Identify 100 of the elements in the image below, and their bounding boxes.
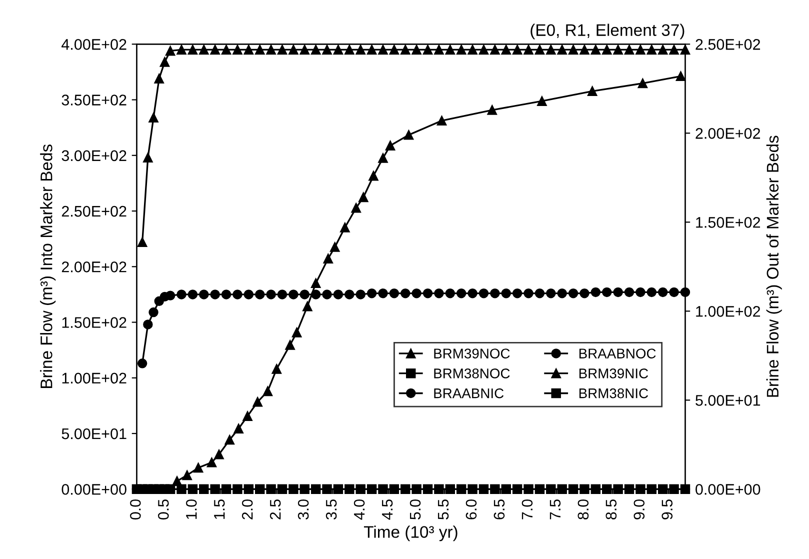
point <box>266 484 276 494</box>
point <box>193 462 204 473</box>
point <box>534 288 545 298</box>
point <box>165 484 176 494</box>
x-tick-label: 9.5 <box>662 499 673 520</box>
point <box>272 364 282 374</box>
point <box>534 484 545 494</box>
point <box>445 288 456 298</box>
point <box>412 288 422 298</box>
point <box>646 44 657 55</box>
point <box>590 287 601 298</box>
y2-tick-label: 5.00E+01 <box>696 395 760 406</box>
y-tick-label: 2.00E+02 <box>62 262 126 272</box>
point <box>404 130 414 140</box>
y2-tick-label: 1.50E+02 <box>696 217 760 228</box>
x-tick-label: 0.0 <box>130 499 141 520</box>
point <box>254 484 265 494</box>
point <box>676 71 686 82</box>
point <box>568 288 578 298</box>
point <box>434 288 444 298</box>
x-tick-label: 2.0 <box>242 499 253 520</box>
point <box>244 290 254 300</box>
x-tick-label: 0.5 <box>158 499 169 520</box>
point <box>524 44 534 55</box>
point <box>378 288 388 298</box>
point <box>646 287 657 298</box>
point <box>210 290 220 300</box>
point <box>356 44 366 55</box>
point <box>221 484 232 494</box>
x-tick-label: 1.5 <box>214 499 225 519</box>
point <box>232 484 242 494</box>
point <box>160 57 170 67</box>
point <box>252 397 262 407</box>
point <box>557 44 567 55</box>
point <box>310 290 321 300</box>
x-tick-label: 9.0 <box>634 499 645 520</box>
point <box>490 484 500 494</box>
legend-label: BRM38NOC <box>434 368 510 378</box>
x-tick-label: 6.0 <box>466 499 477 520</box>
legend-label: BRAABNIC <box>434 388 504 398</box>
x-tick-label: 5.5 <box>438 499 449 520</box>
point <box>534 44 545 55</box>
point <box>288 44 298 55</box>
point <box>378 44 388 55</box>
point <box>224 434 234 445</box>
point <box>501 484 511 494</box>
x-tick-label: 3.5 <box>326 499 337 520</box>
x-tick-label: 4.5 <box>382 499 393 520</box>
point <box>557 484 567 494</box>
point <box>154 74 164 84</box>
y2-tick-label: 1.00E+02 <box>696 306 760 317</box>
point <box>244 484 254 494</box>
point <box>638 78 648 88</box>
point <box>468 288 478 298</box>
point <box>512 288 522 298</box>
point <box>300 44 310 55</box>
point <box>378 153 388 163</box>
point <box>210 44 220 55</box>
point <box>478 44 489 55</box>
point <box>232 290 242 300</box>
point <box>344 44 354 55</box>
y-tick-label: 1.50E+02 <box>62 317 126 328</box>
point <box>378 484 388 494</box>
point <box>244 44 254 55</box>
x-tick-label: 2.5 <box>270 499 281 520</box>
x-tick-label: 4.0 <box>354 499 365 520</box>
point <box>590 44 601 55</box>
point <box>254 290 265 300</box>
point <box>366 288 377 298</box>
point <box>669 484 679 494</box>
point <box>524 288 534 298</box>
point <box>188 290 198 300</box>
point <box>137 358 148 368</box>
point <box>468 44 478 55</box>
point <box>512 44 522 55</box>
point <box>234 424 244 434</box>
point <box>557 288 567 298</box>
point <box>478 484 489 494</box>
legend-label: BRAABNOC <box>579 348 656 358</box>
point <box>400 484 410 494</box>
point <box>232 44 242 55</box>
y-tick-label: 3.50E+02 <box>62 94 126 106</box>
x-tick-label: 3.0 <box>298 499 309 520</box>
point <box>322 484 332 494</box>
point <box>602 44 612 55</box>
x-tick-label: 6.5 <box>494 499 505 520</box>
point <box>366 484 377 494</box>
x-tick-label: 1.0 <box>186 499 197 519</box>
point <box>310 44 321 55</box>
point <box>262 386 273 396</box>
point <box>580 44 590 55</box>
point <box>188 484 198 494</box>
point <box>546 44 556 55</box>
y-tick-label: 4.00E+02 <box>62 39 126 50</box>
point <box>636 287 646 298</box>
point <box>188 44 198 55</box>
point <box>468 484 478 494</box>
point <box>624 44 634 55</box>
y2-tick-label: 2.00E+02 <box>696 128 760 139</box>
point <box>148 307 158 318</box>
